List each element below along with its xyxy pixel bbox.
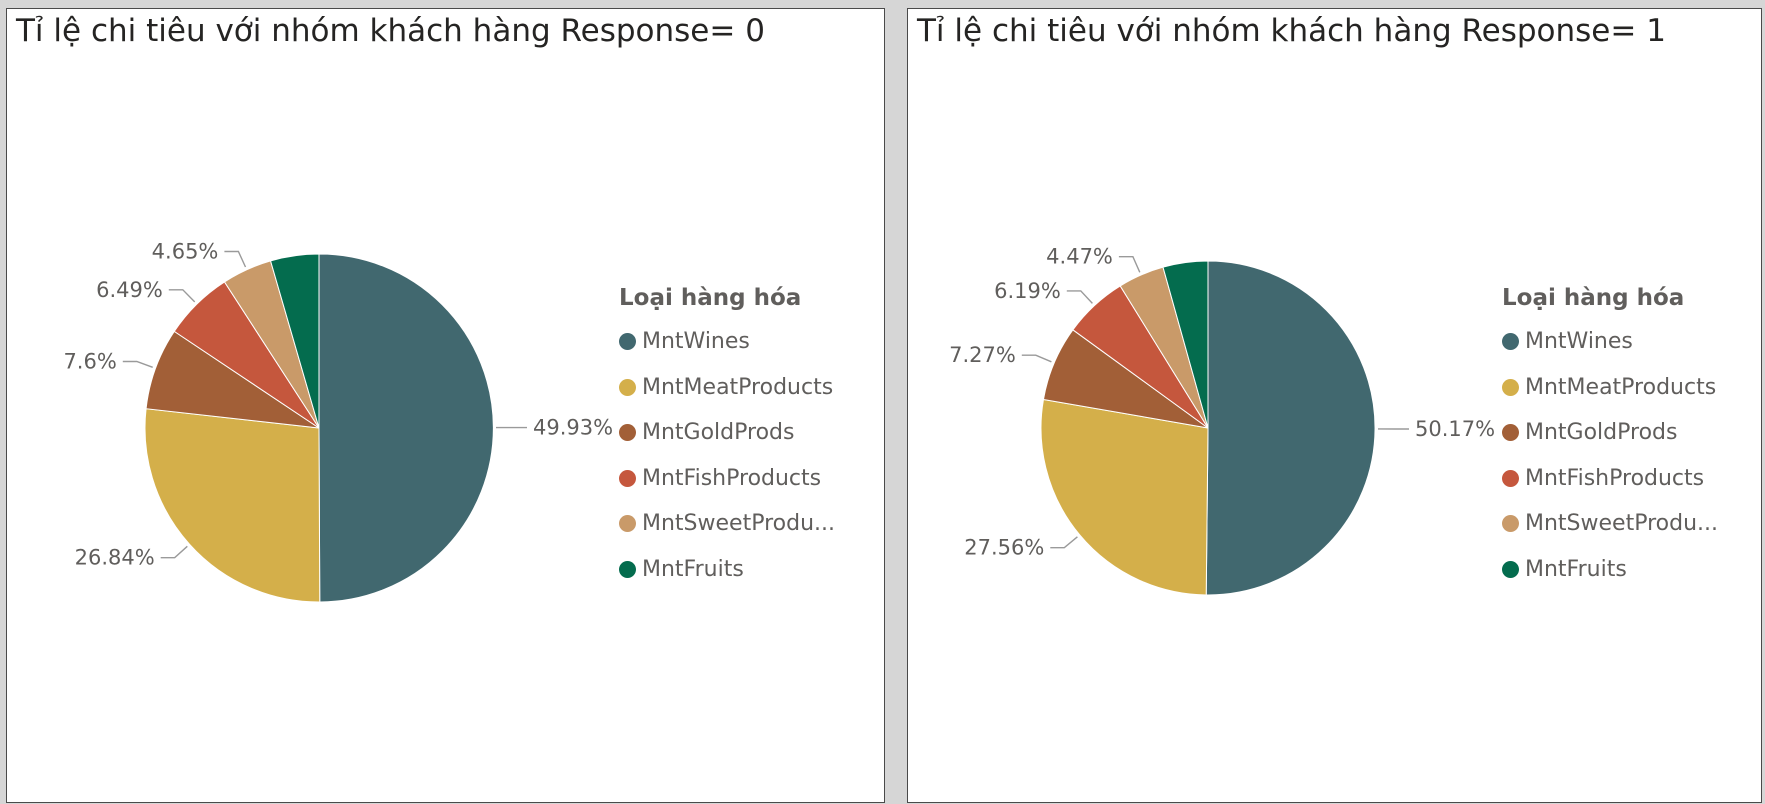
legend-label: MntFruits bbox=[1525, 556, 1627, 582]
legend-item-MntMeatProducts[interactable]: MntMeatProducts bbox=[619, 365, 835, 411]
data-label-MntSweetProducts: 4.47% bbox=[1046, 245, 1113, 269]
legend-marker-icon bbox=[1502, 560, 1519, 578]
legend-marker-icon bbox=[619, 424, 636, 442]
legend-item-MntWines[interactable]: MntWines bbox=[1502, 319, 1718, 365]
data-label-MntWines: 50.17% bbox=[1415, 417, 1495, 441]
legend-marker-icon bbox=[619, 469, 636, 487]
legend-label: MntGoldProds bbox=[1525, 420, 1678, 446]
pie-chart-response-0: 49.93% 26.84% 7.6% 6.49% 4.65% bbox=[63, 240, 613, 603]
leader-line-MntSweetProducts bbox=[224, 250, 247, 268]
legend-title: Loại hàng hóa bbox=[1502, 285, 1685, 311]
leader-line-MntSweetProducts bbox=[1118, 255, 1141, 273]
legend-label: MntMeatProducts bbox=[1525, 374, 1717, 400]
legend-marker-icon bbox=[619, 378, 636, 396]
data-label-MntSweetProducts: 4.65% bbox=[152, 240, 219, 264]
chart-title: Tỉ lệ chi tiêu với nhóm khách hàng Respo… bbox=[917, 13, 1666, 49]
legend: Loại hàng hóa MntWines MntMeatProducts Mnt… bbox=[619, 283, 835, 592]
chart-panel-response-0: Tỉ lệ chi tiêu với nhóm khách hàng Respo… bbox=[6, 8, 885, 803]
legend-marker-icon bbox=[1502, 333, 1519, 351]
pie-slice-MntMeatProducts[interactable] bbox=[1040, 398, 1209, 596]
legend-marker-icon bbox=[1502, 424, 1519, 442]
legend-item-MntFruits[interactable]: MntFruits bbox=[1502, 547, 1718, 593]
leader-line-MntMeatProducts bbox=[160, 545, 188, 559]
legend-title: Loại hàng hóa bbox=[619, 285, 802, 311]
legend-label: MntSweetProdu... bbox=[642, 511, 835, 537]
pie-slice-MntFruits[interactable] bbox=[1162, 260, 1209, 429]
legend-item-MntWines[interactable]: MntWines bbox=[619, 319, 835, 365]
pie-slice-MntWines[interactable] bbox=[1205, 260, 1376, 596]
legend-item-MntMeatProducts[interactable]: MntMeatProducts bbox=[1502, 365, 1718, 411]
legend-label: MntFishProducts bbox=[1525, 465, 1705, 491]
legend-item-MntSweetProducts[interactable]: MntSweetProdu... bbox=[619, 501, 835, 547]
legend-label: MntWines bbox=[1525, 329, 1633, 355]
legend-item-MntGoldProds[interactable]: MntGoldProds bbox=[619, 410, 835, 456]
legend-label: MntSweetProdu... bbox=[1525, 511, 1718, 537]
data-label-MntWines: 49.93% bbox=[533, 416, 613, 440]
legend-item-MntFishProducts[interactable]: MntFishProducts bbox=[1502, 456, 1718, 502]
legend-label: MntFishProducts bbox=[642, 465, 822, 491]
legend-marker-icon bbox=[1502, 469, 1519, 487]
data-label-MntGoldProds: 7.27% bbox=[949, 343, 1016, 367]
data-label-MntGoldProds: 7.6% bbox=[63, 350, 116, 374]
legend-item-MntGoldProds[interactable]: MntGoldProds bbox=[1502, 410, 1718, 456]
legend-marker-icon bbox=[1502, 515, 1519, 533]
chart-title: Tỉ lệ chi tiêu với nhóm khách hàng Respo… bbox=[16, 13, 765, 49]
legend-label: MntWines bbox=[642, 329, 750, 355]
legend-marker-icon bbox=[1502, 378, 1519, 396]
chart-panel-response-1: Tỉ lệ chi tiêu với nhóm khách hàng Respo… bbox=[907, 8, 1762, 803]
data-label-MntMeatProducts: 27.56% bbox=[964, 536, 1044, 560]
pie-slice-MntMeatProducts[interactable] bbox=[144, 408, 321, 603]
legend-label: MntFruits bbox=[642, 556, 744, 582]
legend-item-MntFruits[interactable]: MntFruits bbox=[619, 547, 835, 593]
legend-item-MntSweetProducts[interactable]: MntSweetProdu... bbox=[1502, 501, 1718, 547]
leader-line-MntMeatProducts bbox=[1050, 536, 1078, 549]
legend-label: MntGoldProds bbox=[642, 420, 795, 446]
data-label-MntFishProducts: 6.19% bbox=[994, 279, 1061, 303]
legend-item-MntFishProducts[interactable]: MntFishProducts bbox=[619, 456, 835, 502]
leader-line-MntGoldProds bbox=[1021, 354, 1052, 363]
leader-line-MntGoldProds bbox=[122, 360, 153, 368]
data-label-MntMeatProducts: 26.84% bbox=[75, 546, 155, 570]
legend-marker-icon bbox=[619, 333, 636, 351]
legend-label: MntMeatProducts bbox=[642, 374, 834, 400]
legend-items: MntWines MntMeatProducts MntGoldProds MntFi… bbox=[619, 319, 835, 592]
leader-line-MntFishProducts bbox=[168, 289, 196, 303]
pie-chart-response-1: 50.17% 27.56% 7.27% 6.19% 4.47% bbox=[949, 245, 1495, 596]
legend-items: MntWines MntMeatProducts MntGoldProds MntFi… bbox=[1502, 319, 1718, 592]
legend-marker-icon bbox=[619, 560, 636, 578]
data-label-MntFishProducts: 6.49% bbox=[96, 278, 163, 302]
pie-slice-MntFruits[interactable] bbox=[269, 253, 320, 429]
pie-slice-MntWines[interactable] bbox=[318, 253, 494, 603]
legend-marker-icon bbox=[619, 515, 636, 533]
leader-line-MntFishProducts bbox=[1066, 290, 1093, 304]
legend: Loại hàng hóa MntWines MntMeatProducts Mnt… bbox=[1502, 283, 1718, 592]
